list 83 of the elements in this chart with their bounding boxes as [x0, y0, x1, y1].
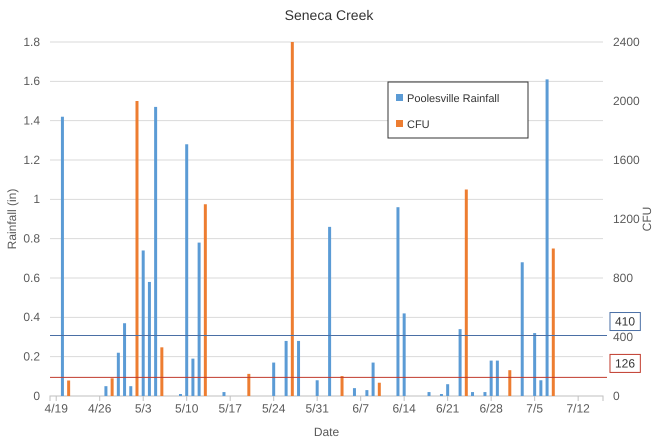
- ref-line-label: 126: [614, 356, 636, 370]
- bar: [520, 262, 524, 396]
- bar: [116, 352, 120, 396]
- y-tick-label: 0.6: [23, 270, 40, 285]
- bar: [135, 101, 138, 396]
- bar: [496, 360, 499, 396]
- bar: [142, 250, 145, 396]
- legend-label: CFU: [407, 119, 430, 131]
- bar: [222, 392, 226, 396]
- y-axis-title: Rainfall (in): [5, 188, 19, 250]
- y2-tick-label: 800: [613, 270, 634, 285]
- y2-tick-label: 1200: [613, 212, 640, 226]
- bar: [490, 360, 493, 396]
- bar: [546, 79, 549, 396]
- bar: [272, 362, 276, 396]
- bar: [508, 370, 512, 396]
- bar: [290, 42, 294, 396]
- chart-title: Seneca Creek: [284, 7, 374, 23]
- y2-tick-label: 0: [613, 388, 620, 403]
- bar: [123, 323, 126, 396]
- bar: [185, 144, 188, 396]
- bar: [154, 106, 158, 396]
- x-tick-label: 7/5: [526, 402, 544, 416]
- bar: [458, 329, 462, 396]
- bar: [191, 358, 194, 396]
- x-tick-label: 6/28: [479, 402, 504, 416]
- bar: [471, 392, 474, 396]
- x-tick-label: 7/12: [566, 402, 590, 416]
- bar: [148, 282, 151, 396]
- bar: [396, 207, 400, 396]
- bar: [247, 374, 250, 396]
- y2-tick-label: 2400: [613, 34, 640, 49]
- y-tick-label: 0.4: [23, 310, 40, 324]
- bar: [104, 386, 108, 396]
- bar: [110, 378, 114, 396]
- bar: [284, 340, 288, 396]
- x-tick-label: 5/24: [262, 402, 286, 416]
- bar: [552, 248, 555, 396]
- x-tick-label: 6/14: [392, 402, 416, 416]
- legend-label: Poolesville Rainfall: [407, 93, 500, 105]
- y-tick-label: 0.2: [23, 350, 40, 364]
- bar: [198, 242, 201, 396]
- x-tick-label: 4/19: [44, 402, 68, 416]
- bar: [539, 380, 542, 396]
- bar: [533, 333, 536, 396]
- y-tick-label: 0.8: [23, 232, 40, 246]
- bar: [297, 340, 300, 396]
- x-tick-label: 5/3: [134, 402, 152, 416]
- x-tick-label: 5/17: [218, 402, 242, 416]
- x-tick-label: 6/21: [436, 402, 460, 416]
- bar: [204, 204, 207, 396]
- y2-tick-label: 1600: [613, 152, 640, 167]
- y-tick-label: 0: [33, 388, 40, 403]
- bar: [60, 116, 64, 396]
- x-axis-title: Date: [314, 425, 340, 439]
- y2-tick-label: 400: [613, 330, 634, 344]
- x-tick-label: 5/31: [306, 402, 330, 416]
- bar: [378, 382, 381, 396]
- bar: [340, 376, 344, 396]
- bar: [464, 190, 468, 396]
- bar: [67, 380, 70, 396]
- bar: [483, 392, 486, 396]
- y-tick-label: 1.8: [23, 34, 40, 49]
- x-tick-label: 5/10: [175, 402, 199, 416]
- bar: [402, 313, 406, 396]
- bar: [316, 380, 319, 396]
- y2-axis-title: CFU: [640, 206, 654, 232]
- bar: [328, 226, 332, 396]
- y-tick-label: 1.6: [23, 74, 40, 88]
- bar: [365, 390, 368, 396]
- y-tick-label: 1.4: [23, 114, 40, 128]
- y2-tick-label: 2000: [613, 94, 640, 108]
- bar: [352, 388, 356, 396]
- x-tick-label: 6/7: [352, 402, 370, 416]
- x-tick-label: 4/26: [88, 402, 112, 416]
- bar: [129, 386, 132, 396]
- bar: [160, 347, 164, 396]
- ref-line-label: 410: [614, 314, 636, 329]
- bar: [428, 392, 431, 396]
- y-tick-label: 1: [33, 192, 40, 206]
- y-tick-label: 1.2: [23, 152, 40, 167]
- bar: [446, 384, 450, 396]
- bar: [372, 362, 375, 396]
